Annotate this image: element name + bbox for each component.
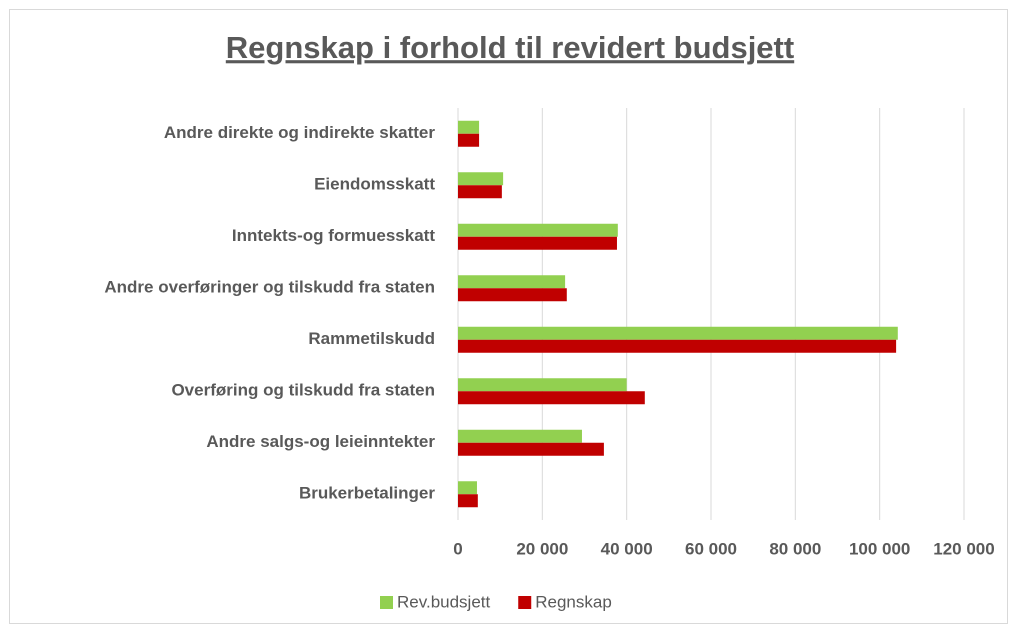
bar [458, 339, 897, 353]
bar [458, 288, 567, 302]
bar [458, 185, 502, 199]
x-tick-label: 40 000 [601, 539, 653, 558]
x-tick-label: 100 000 [849, 539, 910, 558]
y-tick-label: Andre salgs-og leieinntekter [206, 432, 435, 451]
chart-title: Regnskap i forhold til revidert budsjett [226, 30, 794, 65]
x-tick-label: 80 000 [769, 539, 821, 558]
bar [458, 236, 617, 250]
x-tick-label: 60 000 [685, 539, 737, 558]
bar [458, 378, 627, 392]
bar [458, 481, 477, 495]
y-tick-label: Andre direkte og indirekte skatter [164, 123, 436, 142]
bar [458, 494, 478, 508]
y-tick-label: Andre overføringer og tilskudd fra state… [104, 278, 435, 297]
legend-label: Regnskap [535, 592, 612, 611]
x-tick-label: 0 [453, 539, 462, 558]
y-tick-label: Eiendomsskatt [314, 175, 435, 194]
y-tick-label: Overføring og tilskudd fra staten [171, 381, 435, 400]
bar [458, 223, 618, 237]
x-tick-label: 20 000 [516, 539, 568, 558]
legend-label: Rev.budsjett [397, 592, 491, 611]
chart-border [9, 9, 1008, 624]
bar [458, 429, 582, 443]
y-tick-label: Rammetilskudd [308, 329, 435, 348]
bar [458, 172, 504, 186]
bar [458, 120, 480, 134]
bar [458, 275, 566, 289]
legend-swatch [380, 596, 393, 609]
bar [458, 391, 645, 405]
x-tick-label: 120 000 [933, 539, 994, 558]
bar [458, 442, 604, 456]
legend-swatch [518, 596, 532, 609]
y-tick-label: Inntekts-og formuesskatt [232, 226, 435, 245]
y-tick-label: Brukerbetalinger [299, 484, 435, 503]
bar [458, 133, 480, 147]
bar [458, 326, 898, 340]
